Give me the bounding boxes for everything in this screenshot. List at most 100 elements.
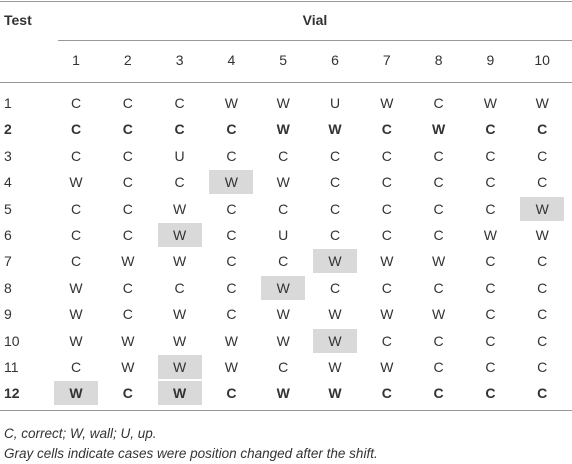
cell: W (328, 385, 342, 402)
cell: C (70, 200, 82, 217)
column-header: 1 (72, 52, 80, 68)
cell: W (172, 332, 187, 349)
column-header: 6 (331, 52, 339, 68)
cell: W (535, 227, 549, 243)
cell: W (276, 385, 290, 402)
cell: W (380, 306, 394, 323)
cell: C (485, 200, 496, 217)
cell: W (276, 95, 290, 111)
cell: C (485, 253, 496, 270)
cell: W (328, 359, 342, 375)
cell: W (172, 253, 187, 270)
cell: C (537, 121, 548, 138)
cell: C (174, 121, 185, 138)
cell: C (329, 147, 341, 164)
cell: C (278, 200, 289, 217)
column-header: 9 (486, 52, 495, 68)
row-label: 2 (4, 121, 12, 138)
cell: C (485, 306, 496, 323)
cell: C (329, 227, 341, 243)
footnote: Gray cells indicate cases were position … (4, 446, 378, 461)
cell: C (278, 359, 289, 375)
cell: C (381, 121, 392, 138)
cell: C (70, 147, 82, 164)
column-header: 2 (123, 52, 132, 68)
cell: W (209, 170, 254, 195)
cell: C (381, 147, 392, 164)
cell: W (157, 355, 202, 379)
cell: W (157, 381, 202, 406)
cell: W (261, 275, 306, 300)
test-header: Test (4, 12, 32, 28)
row-label: 7 (4, 253, 12, 270)
cell: C (433, 279, 444, 296)
cell: C (226, 147, 237, 164)
cell: C (537, 147, 548, 164)
footnote: C, correct; W, wall; U, up. (4, 426, 157, 441)
cell: W (224, 332, 238, 349)
cell: C (329, 174, 341, 191)
cell: W (276, 306, 290, 323)
cell: C (70, 253, 82, 270)
cell: C (122, 95, 133, 111)
cell: W (380, 95, 394, 111)
row-label: 1 (4, 95, 12, 111)
cell: W (157, 223, 202, 247)
cell: W (121, 253, 135, 270)
header-rule (0, 82, 572, 83)
cell: W (69, 174, 83, 191)
row-label: 11 (4, 359, 19, 375)
cell: W (313, 249, 357, 274)
column-header: 8 (434, 52, 443, 68)
row-label: 9 (4, 306, 12, 323)
column-header: 4 (227, 52, 236, 68)
cell: C (226, 200, 237, 217)
cell: C (485, 359, 496, 375)
cell: C (433, 227, 444, 243)
cell: W (431, 306, 446, 323)
column-header: 7 (382, 52, 391, 68)
cell: W (54, 381, 98, 406)
column-header: 5 (279, 52, 288, 68)
cell: C (278, 253, 289, 270)
cell: C (537, 385, 548, 402)
cell: C (278, 147, 289, 164)
cell: C (433, 95, 444, 111)
cell: W (380, 359, 394, 375)
cell: C (381, 200, 392, 217)
cell: C (537, 359, 548, 375)
cell: C (537, 174, 548, 191)
cell: C (122, 147, 133, 164)
column-header: 3 (175, 52, 184, 68)
cell: W (276, 121, 290, 138)
cell: C (70, 95, 82, 111)
cell: W (276, 332, 290, 349)
cell: C (174, 95, 185, 111)
cell: U (174, 147, 185, 164)
row-label: 8 (4, 279, 12, 296)
cell: C (226, 385, 237, 402)
cell: C (226, 121, 237, 138)
cell: C (433, 200, 444, 217)
cell: C (381, 279, 392, 296)
row-label: 6 (4, 227, 12, 243)
cell: C (381, 227, 392, 243)
cell: W (520, 196, 565, 221)
cell: C (485, 332, 496, 349)
cell: C (433, 332, 444, 349)
cell: W (483, 95, 497, 111)
cell: C (381, 332, 392, 349)
cell: C (537, 253, 548, 270)
cell: W (172, 306, 187, 323)
cell: C (537, 332, 548, 349)
cell: C (122, 200, 133, 217)
cell: C (122, 174, 133, 191)
cell: W (224, 95, 238, 111)
cell: W (69, 332, 83, 349)
row-label: 3 (4, 147, 12, 164)
cell: C (433, 359, 444, 375)
cell: U (329, 95, 341, 111)
cell: U (278, 227, 289, 243)
vial-rule (58, 40, 572, 41)
